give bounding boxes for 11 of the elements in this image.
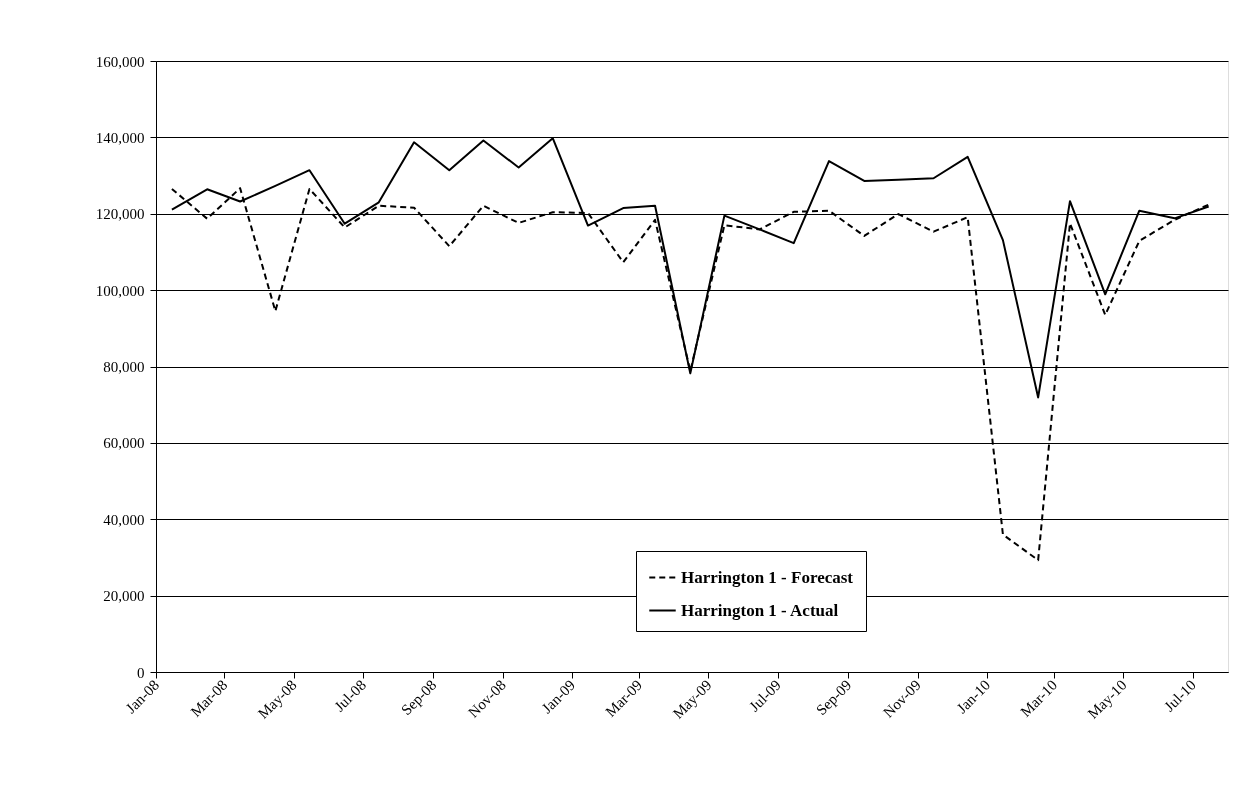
y-tick-label: 140,000 — [95, 129, 145, 146]
y-tick-label: 120,000 — [95, 206, 145, 223]
y-tick-label: 40,000 — [103, 511, 145, 528]
y-tick-label: 0 — [137, 664, 145, 681]
y-tick-label: 100,000 — [95, 282, 145, 299]
legend-label: Harrington 1 - Actual — [681, 600, 839, 620]
y-tick-label: 160,000 — [95, 53, 145, 70]
y-tick-label: 60,000 — [103, 435, 145, 452]
legend-label: Harrington 1 - Forecast — [681, 567, 854, 587]
y-tick-label: 80,000 — [103, 359, 145, 375]
y-tick-label: 20,000 — [103, 588, 145, 605]
